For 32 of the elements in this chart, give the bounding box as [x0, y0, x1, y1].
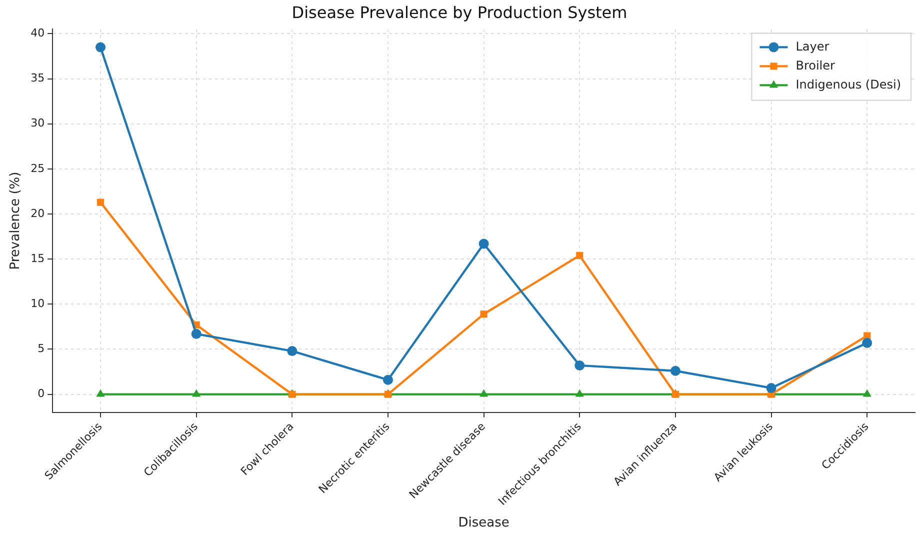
y-tick-label: 10: [30, 297, 45, 310]
point: [382, 374, 393, 385]
point: [574, 360, 585, 370]
y-tick-label: 5: [38, 342, 45, 356]
point: [287, 346, 298, 356]
y-tick-label: 15: [30, 252, 45, 265]
y-tick-label: 25: [30, 162, 45, 175]
x-axis-title: Disease: [458, 516, 510, 531]
point: [862, 338, 872, 348]
y-axis-title: Prevalence (%): [8, 172, 24, 270]
point: [766, 382, 776, 393]
point: [478, 238, 489, 249]
point: [96, 42, 106, 52]
point: [862, 389, 872, 397]
legend-label: Indigenous (Desi): [796, 77, 902, 92]
y-tick-label: 20: [30, 206, 45, 220]
y-tick-label: 0: [38, 387, 45, 400]
point: [479, 389, 488, 397]
point: [191, 328, 202, 339]
point: [575, 389, 584, 397]
y-tick-label: 30: [30, 116, 45, 130]
y-tick-label: 40: [30, 26, 45, 40]
point: [576, 252, 584, 260]
point: [96, 198, 104, 206]
point: [480, 310, 488, 318]
legend-label: Layer: [796, 39, 830, 54]
point: [670, 366, 680, 376]
y-tick-label: 35: [30, 72, 45, 85]
chart-title: Disease Prevalence by Production System: [292, 2, 628, 22]
point: [96, 389, 105, 397]
legend-label: Broiler: [796, 58, 836, 72]
point: [192, 389, 201, 397]
